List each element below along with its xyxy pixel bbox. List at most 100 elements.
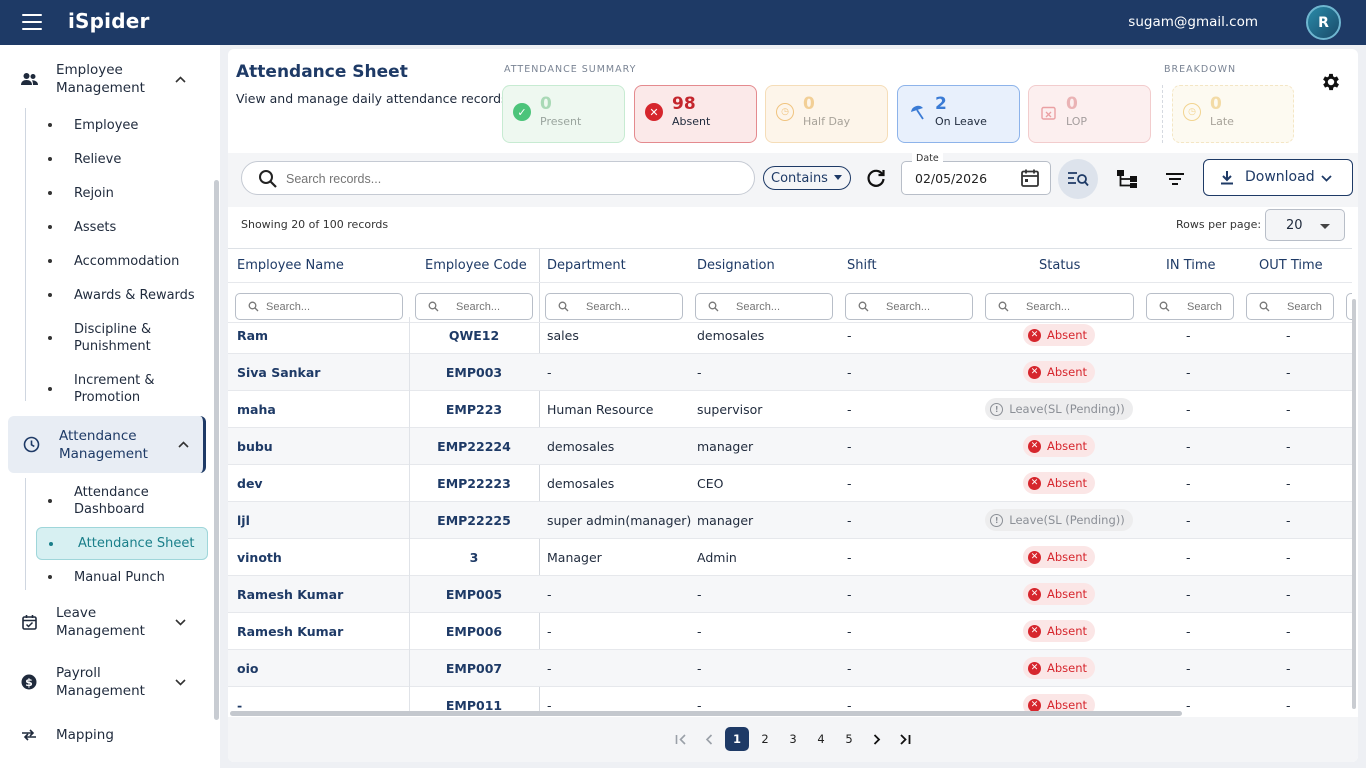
- employee-name-cell[interactable]: Ramesh Kumar: [237, 623, 344, 639]
- employee-code-cell[interactable]: 3: [469, 549, 479, 565]
- settings-gear-icon[interactable]: [1320, 71, 1342, 99]
- sidebar-group-employee-management[interactable]: Employee Management: [0, 57, 212, 101]
- employee-name-cell[interactable]: Ramesh Kumar: [237, 586, 344, 602]
- filter-status[interactable]: [985, 293, 1134, 320]
- filter-in-time[interactable]: [1146, 293, 1237, 320]
- column-header-designation[interactable]: Designation: [697, 258, 775, 273]
- summary-card-on-leave[interactable]: 2 On Leave: [897, 85, 1020, 143]
- sidebar-item-attendance-sheet[interactable]: Attendance Sheet: [36, 527, 208, 560]
- column-header-status[interactable]: Status: [1039, 258, 1081, 273]
- employee-name-cell[interactable]: oio: [237, 660, 259, 676]
- filter-overflow[interactable]: [1346, 293, 1352, 320]
- table-row[interactable]: maha EMP223 Human Resource supervisor -! Leav…: [228, 391, 1352, 428]
- filter-designation[interactable]: [695, 293, 836, 320]
- page-button-1[interactable]: 1: [725, 727, 749, 751]
- sidebar-item-employee[interactable]: Employee: [36, 113, 208, 137]
- filter-input[interactable]: [586, 299, 686, 314]
- sidebar-item-attendance-dashboard[interactable]: Attendance Dashboard: [36, 482, 208, 520]
- summary-card-lop[interactable]: 0 LOP: [1028, 85, 1151, 143]
- vertical-scrollbar[interactable]: [1352, 299, 1356, 709]
- status-badge[interactable]: ✕ Absent: [1022, 620, 1096, 642]
- filter-department[interactable]: [545, 293, 686, 320]
- filter-input[interactable]: [736, 299, 836, 314]
- date-picker[interactable]: Date 02/05/2026: [901, 153, 1051, 195]
- filter-employee-code[interactable]: [415, 293, 536, 320]
- page-button-5[interactable]: 5: [845, 732, 853, 746]
- status-badge[interactable]: ✕ Absent: [1022, 657, 1096, 679]
- employee-code-cell[interactable]: EMP006: [445, 623, 503, 639]
- employee-name-cell[interactable]: dev: [237, 475, 263, 491]
- employee-code-cell[interactable]: EMP005: [445, 586, 503, 602]
- status-badge[interactable]: ✕ Absent: [1022, 546, 1096, 568]
- sidebar-item-relieve[interactable]: Relieve: [36, 147, 208, 171]
- next-page-icon[interactable]: [865, 727, 889, 751]
- filter-shift[interactable]: [845, 293, 973, 320]
- page-button-2[interactable]: 2: [761, 732, 769, 746]
- column-header-shift[interactable]: Shift: [847, 258, 877, 273]
- filter-input[interactable]: [1187, 299, 1237, 314]
- sidebar-group-mapping[interactable]: Mapping: [0, 723, 212, 747]
- download-button[interactable]: Download: [1203, 159, 1353, 196]
- sidebar-scrollbar[interactable]: [214, 180, 219, 720]
- first-page-icon[interactable]: [669, 727, 693, 751]
- employee-code-cell[interactable]: EMP003: [445, 364, 503, 380]
- employee-code-cell[interactable]: EMP22224: [437, 438, 511, 454]
- previous-page-icon[interactable]: [697, 727, 721, 751]
- summary-card-present[interactable]: ✓ 0 Present: [502, 85, 625, 143]
- filter-input[interactable]: [886, 299, 966, 314]
- employee-name-cell[interactable]: ljl: [237, 512, 250, 528]
- last-page-icon[interactable]: [893, 727, 917, 751]
- sidebar-item-increment[interactable]: Increment & Promotion: [36, 370, 208, 408]
- search-input[interactable]: [286, 169, 726, 189]
- summary-card-absent[interactable]: ✕ 98 Absent: [634, 85, 757, 143]
- summary-card-late[interactable]: ◷ 0 Late: [1172, 85, 1294, 143]
- filter-input[interactable]: [1026, 299, 1126, 314]
- menu-collapse-icon[interactable]: [22, 14, 42, 30]
- status-badge[interactable]: ! Leave(SL (Pending)): [985, 398, 1133, 420]
- employee-code-cell[interactable]: EMP011: [445, 697, 503, 713]
- sidebar-item-manual-punch[interactable]: Manual Punch: [36, 565, 208, 589]
- employee-name-cell[interactable]: Siva Sankar: [237, 364, 321, 380]
- table-row[interactable]: bubu EMP22224 demosales manager - ✕ Absent - -: [228, 428, 1352, 465]
- employee-name-cell[interactable]: -: [237, 697, 243, 713]
- table-row[interactable]: Ramesh Kumar EMP006 - - - ✕ Absent - -: [228, 613, 1352, 650]
- filter-button[interactable]: [1155, 159, 1195, 199]
- table-row[interactable]: Ram QWE12 sales demosales - ✕ Absent - -: [228, 317, 1352, 354]
- column-header-in-time[interactable]: IN Time: [1166, 258, 1216, 273]
- page-button-4[interactable]: 4: [817, 732, 825, 746]
- summary-card-half-day[interactable]: ◷ 0 Half Day: [765, 85, 888, 143]
- status-badge[interactable]: ✕ Absent: [1022, 361, 1096, 383]
- status-badge[interactable]: ✕ Absent: [1022, 324, 1096, 346]
- status-badge[interactable]: ✕ Absent: [1022, 435, 1096, 457]
- page-button-3[interactable]: 3: [789, 732, 797, 746]
- calendar-icon[interactable]: [1020, 168, 1040, 188]
- sidebar-group-attendance-management[interactable]: Attendance Management: [8, 416, 206, 473]
- status-badge[interactable]: ✕ Absent: [1022, 583, 1096, 605]
- avatar[interactable]: R: [1306, 5, 1341, 40]
- column-header-employee-code[interactable]: Employee Code: [425, 258, 527, 273]
- table-row[interactable]: - EMP011 - - - ✕ Absent - -: [228, 687, 1352, 714]
- status-badge[interactable]: ! Leave(SL (Pending)): [985, 509, 1133, 531]
- advanced-search-button[interactable]: [1058, 159, 1098, 199]
- table-row[interactable]: vinoth 3 Manager Admin - ✕ Absent - -: [228, 539, 1352, 576]
- sidebar-item-discipline[interactable]: Discipline & Punishment: [36, 319, 208, 357]
- employee-name-cell[interactable]: vinoth: [237, 549, 282, 565]
- column-header-out-time[interactable]: OUT Time: [1259, 258, 1323, 273]
- filter-mode-select[interactable]: Contains: [763, 166, 851, 190]
- hierarchy-view-button[interactable]: [1107, 159, 1147, 199]
- sidebar-item-accommodation[interactable]: Accommodation: [36, 249, 208, 273]
- employee-name-cell[interactable]: maha: [237, 401, 276, 417]
- filter-employee-name[interactable]: [235, 293, 403, 320]
- status-badge[interactable]: ✕ Absent: [1022, 472, 1096, 494]
- rows-per-page-select[interactable]: 20: [1265, 209, 1345, 241]
- sidebar-item-rejoin[interactable]: Rejoin: [36, 181, 208, 205]
- sidebar-group-payroll-management[interactable]: $ Payroll Management: [0, 660, 212, 704]
- refresh-icon[interactable]: [865, 167, 887, 189]
- sidebar-item-assets[interactable]: Assets: [36, 215, 208, 239]
- employee-name-cell[interactable]: Ram: [237, 327, 269, 343]
- global-search[interactable]: [241, 161, 755, 195]
- filter-out-time[interactable]: [1246, 293, 1337, 320]
- filter-input[interactable]: [266, 299, 396, 314]
- table-row[interactable]: Siva Sankar EMP003 - - - ✕ Absent - -: [228, 354, 1352, 391]
- column-header-department[interactable]: Department: [547, 258, 626, 273]
